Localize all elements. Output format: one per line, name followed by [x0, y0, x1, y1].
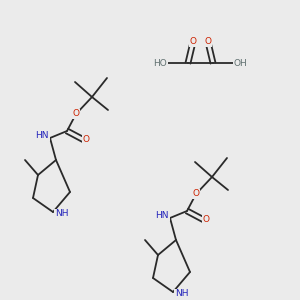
Text: HN: HN: [35, 131, 49, 140]
Text: O: O: [73, 110, 80, 118]
Text: HN: HN: [155, 212, 169, 220]
Text: O: O: [82, 136, 89, 145]
Text: O: O: [190, 38, 196, 46]
Text: O: O: [202, 215, 209, 224]
Text: OH: OH: [234, 58, 248, 68]
Text: O: O: [205, 38, 212, 46]
Text: O: O: [193, 190, 200, 199]
Text: NH: NH: [175, 290, 188, 298]
Text: NH: NH: [55, 209, 68, 218]
Text: HO: HO: [153, 58, 167, 68]
